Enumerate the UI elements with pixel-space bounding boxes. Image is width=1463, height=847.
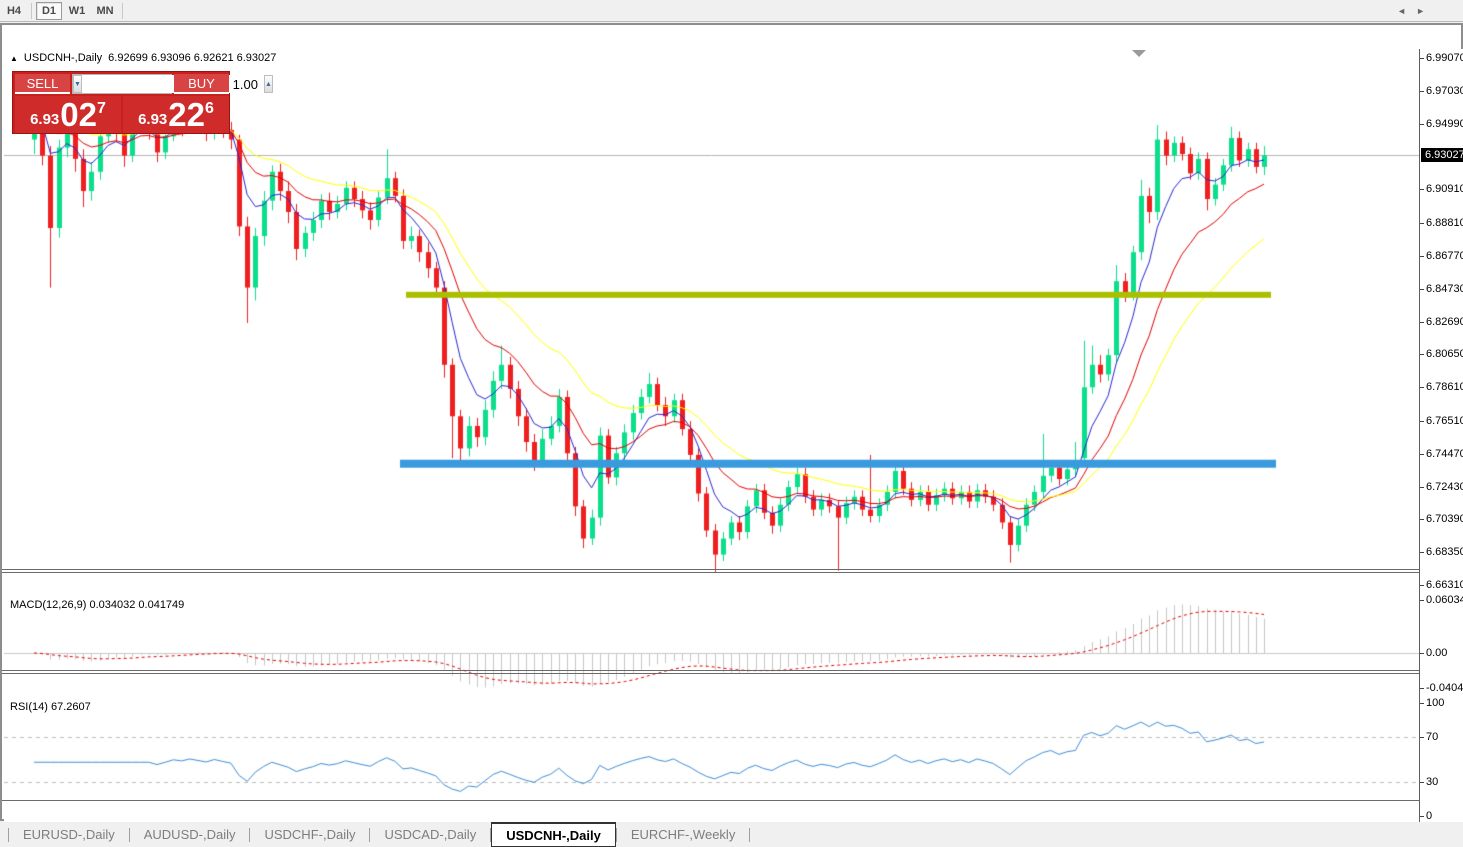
tab-audusd-daily[interactable]: AUDUSD-,Daily — [143, 827, 236, 842]
period-button-mn[interactable]: MN — [96, 4, 114, 17]
price-tick-label: 6.86770 — [1420, 250, 1463, 262]
sell-price-pips: 02 — [60, 96, 97, 133]
tab-divider — [749, 827, 751, 842]
symbol-tab-bar: EURUSD-,Daily AUDUSD-,Daily USDCHF-,Daily U… — [0, 822, 1463, 847]
rsi-tick-label: 100 — [1420, 697, 1463, 709]
tab-divider — [8, 827, 9, 842]
price-tick-label: 6.68350 — [1420, 546, 1463, 558]
price-tick-label: 6.66310 — [1420, 579, 1463, 591]
sell-price-base: 6.93 — [30, 111, 60, 128]
tab-scroll-left-icon[interactable]: ◄ — [1397, 6, 1417, 16]
tab-usdcad-daily[interactable]: USDCAD-,Daily — [384, 827, 477, 842]
timeframe-toolbar: H4 D1 W1 MN — [0, 0, 1463, 22]
price-tick-label: 6.70390 — [1420, 513, 1463, 525]
price-tick-label: 6.99070 — [1420, 52, 1463, 64]
price-tick-label: 6.82690 — [1420, 316, 1463, 328]
price-chart-canvas[interactable] — [4, 49, 1419, 591]
volume-increase-button[interactable]: ▲ — [263, 75, 273, 93]
panel-separator — [2, 800, 1463, 801]
tab-divider — [615, 827, 617, 842]
macd-tick-label: 0.00 — [1420, 647, 1463, 659]
price-tick-label: 6.72430 — [1420, 481, 1463, 493]
rsi-tick-label: 0 — [1420, 810, 1463, 822]
buy-price-point: 6 — [205, 100, 214, 117]
tab-usdcnh-daily[interactable]: USDCNH-,Daily — [491, 822, 616, 847]
price-tick-label: 6.78610 — [1420, 381, 1463, 393]
chart-title: ▲ USDCNH-,Daily 6.92699 6.93096 6.92621 … — [10, 52, 276, 64]
price-tick-label: 6.97030 — [1420, 85, 1463, 97]
sell-price-point: 7 — [97, 100, 106, 117]
price-tick-label: 6.84730 — [1420, 283, 1463, 295]
tab-divider — [249, 827, 251, 842]
panel-separator[interactable] — [2, 572, 1463, 573]
rsi-tick-label: 70 — [1420, 731, 1463, 743]
value-axis[interactable]: 6.99070 6.97030 6.94990 6.90910 6.88810 6.867… — [1419, 49, 1463, 844]
buy-button[interactable]: BUY — [174, 74, 229, 94]
collapse-arrow-icon[interactable]: ▲ — [10, 53, 18, 63]
toolbar-separator — [31, 2, 32, 19]
tab-scroll-right-icon[interactable]: ► — [1416, 6, 1435, 16]
volume-input[interactable] — [81, 75, 264, 93]
rsi-label: RSI(14) 67.2607 — [10, 701, 91, 713]
price-tick-label: 6.76510 — [1420, 415, 1463, 427]
one-click-trading-widget: SELL ▼ ▲ BUY 6.93 02 7 6.93 22 6 — [12, 71, 273, 134]
price-tick-label: 6.88810 — [1420, 217, 1463, 229]
buy-price-pips: 22 — [168, 96, 205, 133]
tab-scroll-arrows[interactable]: ◄► — [1397, 6, 1435, 16]
toolbar-separator — [122, 2, 123, 19]
buy-price-panel[interactable]: 6.93 22 6 — [123, 96, 229, 133]
panel-separator[interactable] — [2, 673, 1463, 674]
tab-eurusd-daily[interactable]: EURUSD-,Daily — [23, 827, 115, 842]
period-button-w1[interactable]: W1 — [68, 4, 86, 17]
price-tick-label: 6.90910 — [1420, 183, 1463, 195]
current-price-marker: 6.93027 — [1421, 148, 1463, 163]
tab-eurchf-weekly[interactable]: EURCHF-,Weekly — [630, 827, 736, 842]
symbol-title: USDCNH-,Daily — [23, 52, 103, 64]
sell-button[interactable]: SELL — [15, 74, 70, 94]
macd-indicator-canvas[interactable] — [4, 596, 1419, 692]
price-tick-label: 6.74470 — [1420, 448, 1463, 460]
sell-price-panel[interactable]: 6.93 02 7 — [15, 96, 121, 133]
price-tick-label: 6.94990 — [1420, 118, 1463, 130]
rsi-indicator-canvas[interactable] — [4, 697, 1419, 822]
period-button-d1[interactable]: D1 — [36, 1, 62, 20]
macd-tick-label: -0.040415 — [1420, 682, 1463, 694]
tab-divider — [128, 827, 130, 842]
price-tick-label: 6.80650 — [1420, 348, 1463, 360]
scroll-to-end-icon[interactable] — [1132, 50, 1146, 57]
panel-separator[interactable] — [2, 670, 1463, 671]
volume-decrease-button[interactable]: ▼ — [73, 75, 82, 93]
period-button-h4[interactable]: H4 — [6, 4, 22, 17]
macd-label: MACD(12,26,9) 0.034032 0.041749 — [10, 599, 185, 611]
chart-window: 6.99070 6.97030 6.94990 6.90910 6.88810 6.867… — [0, 23, 1463, 844]
tab-usdchf-daily[interactable]: USDCHF-,Daily — [264, 827, 356, 842]
volume-spinner: ▼ ▲ — [72, 74, 273, 94]
rsi-tick-label: 30 — [1420, 776, 1463, 788]
macd-tick-label: 0.060342 — [1420, 594, 1463, 606]
panel-separator[interactable] — [2, 569, 1463, 570]
ohlc-readout: 6.92699 6.93096 6.92621 6.93027 — [108, 52, 277, 64]
buy-price-base: 6.93 — [138, 111, 168, 128]
tab-divider — [369, 827, 371, 842]
tab-divider — [490, 827, 492, 842]
